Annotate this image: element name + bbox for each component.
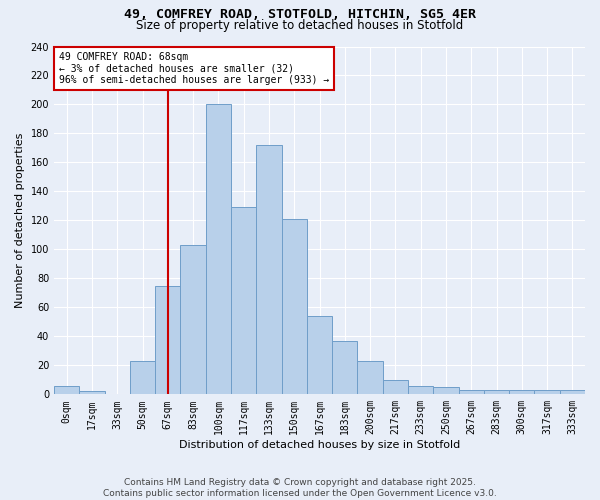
Bar bbox=[256, 145, 281, 394]
Bar bbox=[130, 361, 155, 394]
Text: Size of property relative to detached houses in Stotfold: Size of property relative to detached ho… bbox=[136, 18, 464, 32]
Text: 49 COMFREY ROAD: 68sqm
← 3% of detached houses are smaller (32)
96% of semi-deta: 49 COMFREY ROAD: 68sqm ← 3% of detached … bbox=[59, 52, 329, 85]
Bar bbox=[332, 340, 358, 394]
Bar bbox=[560, 390, 585, 394]
Text: 49, COMFREY ROAD, STOTFOLD, HITCHIN, SG5 4ER: 49, COMFREY ROAD, STOTFOLD, HITCHIN, SG5… bbox=[124, 8, 476, 20]
Bar bbox=[408, 386, 433, 394]
Bar bbox=[206, 104, 231, 395]
Bar bbox=[307, 316, 332, 394]
Bar bbox=[535, 390, 560, 394]
Bar bbox=[181, 245, 206, 394]
Text: Contains HM Land Registry data © Crown copyright and database right 2025.
Contai: Contains HM Land Registry data © Crown c… bbox=[103, 478, 497, 498]
Bar bbox=[54, 386, 79, 394]
Bar bbox=[155, 286, 181, 395]
Bar bbox=[383, 380, 408, 394]
X-axis label: Distribution of detached houses by size in Stotfold: Distribution of detached houses by size … bbox=[179, 440, 460, 450]
Bar bbox=[484, 390, 509, 394]
Bar bbox=[433, 387, 458, 394]
Bar bbox=[458, 390, 484, 394]
Bar bbox=[281, 219, 307, 394]
Bar bbox=[231, 208, 256, 394]
Bar bbox=[509, 390, 535, 394]
Bar bbox=[79, 392, 104, 394]
Bar bbox=[358, 361, 383, 394]
Y-axis label: Number of detached properties: Number of detached properties bbox=[15, 132, 25, 308]
